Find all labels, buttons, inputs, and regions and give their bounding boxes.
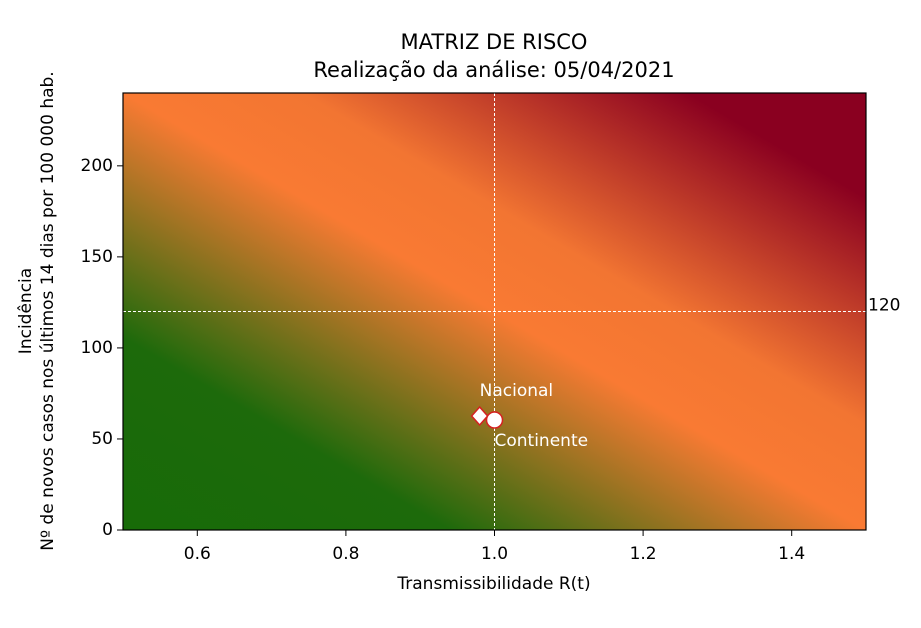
y-tick-label: 200 <box>81 156 113 176</box>
y-tick-label: 150 <box>81 247 113 267</box>
x-tick-label: 1.2 <box>630 544 657 564</box>
plot-frame <box>122 92 867 531</box>
reference-label: 120 <box>868 296 900 316</box>
y-tick-label: 100 <box>81 338 113 358</box>
point <box>470 405 489 427</box>
y-axis-label: Nº de novos casos nos últimos 14 dias po… <box>38 71 58 550</box>
y-axis-label: Incidência <box>16 268 36 354</box>
y-tick-label: 0 <box>102 520 113 540</box>
chart-title: MATRIZ DE RISCO <box>401 30 588 54</box>
point-label: Continente <box>495 431 589 451</box>
x-tick-label: 0.8 <box>332 544 359 564</box>
x-tick-label: 0.6 <box>184 544 211 564</box>
y-tick-label: 50 <box>91 429 113 449</box>
x-tick-label: 1.4 <box>778 544 805 564</box>
chart-subtitle: Realização da análise: 05/04/2021 <box>313 58 674 82</box>
point-label: Nacional <box>480 381 554 401</box>
point <box>485 411 504 429</box>
x-axis-label: Transmissibilidade R(t) <box>396 574 590 594</box>
x-tick-label: 1.0 <box>481 544 508 564</box>
